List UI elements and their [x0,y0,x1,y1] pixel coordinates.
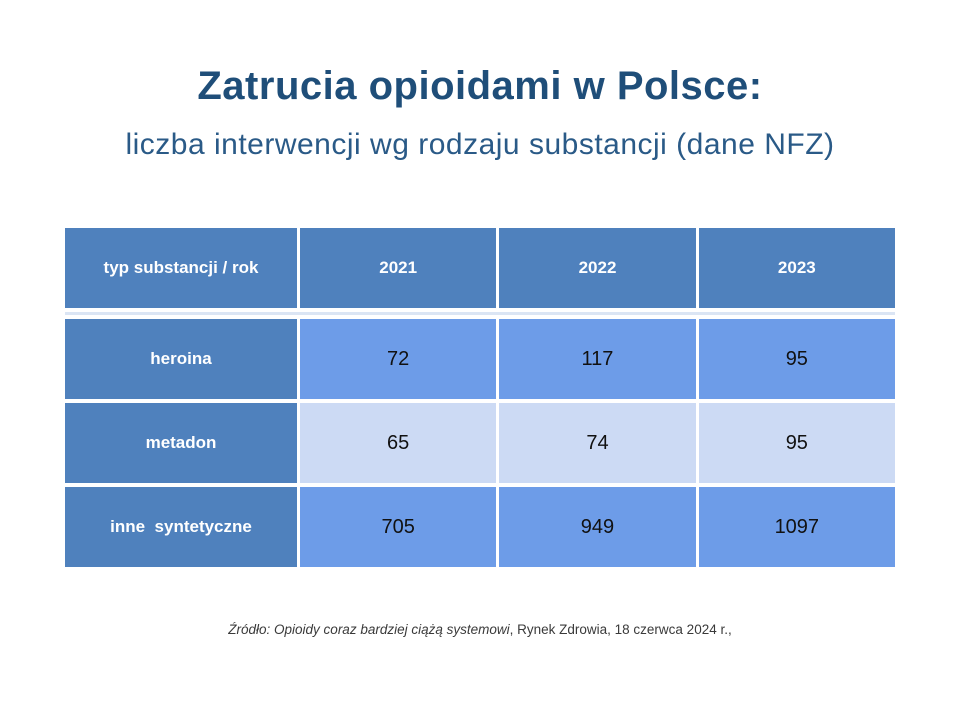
source-citation: Źródło: Opioidy coraz bardziej ciążą sys… [228,622,510,637]
slide-title: Zatrucia opioidami w Polsce: [197,64,763,108]
data-table: typ substancji / rok 2021 2022 2023 hero… [65,228,895,567]
table-header-2022: 2022 [499,228,696,308]
cell-heroina-2021: 72 [300,319,497,399]
source-publication: , Rynek Zdrowia, 18 czerwca 2024 r., [509,622,732,637]
row-label-heroina: heroina [65,319,297,399]
table-header-substance-type: typ substancji / rok [65,228,297,308]
slide-subtitle: liczba interwencji wg rodzaju substancji… [125,128,835,161]
cell-heroina-2023: 95 [698,319,895,399]
cell-inne-2021: 705 [300,487,497,567]
cell-inne-2023: 1097 [698,487,895,567]
table-header-2023: 2023 [698,228,895,308]
source-note: Źródło: Opioidy coraz bardziej ciążą sys… [0,622,960,637]
row-label-metadon: metadon [65,403,297,483]
cell-heroina-2022: 117 [499,319,696,399]
cell-inne-2022: 949 [499,487,696,567]
header-divider-line [65,312,895,315]
cell-metadon-2021: 65 [300,403,497,483]
cell-metadon-2022: 74 [499,403,696,483]
table-header-2021: 2021 [300,228,497,308]
row-label-inne-syntetyczne: inne syntetyczne [65,487,297,567]
cell-metadon-2023: 95 [698,403,895,483]
